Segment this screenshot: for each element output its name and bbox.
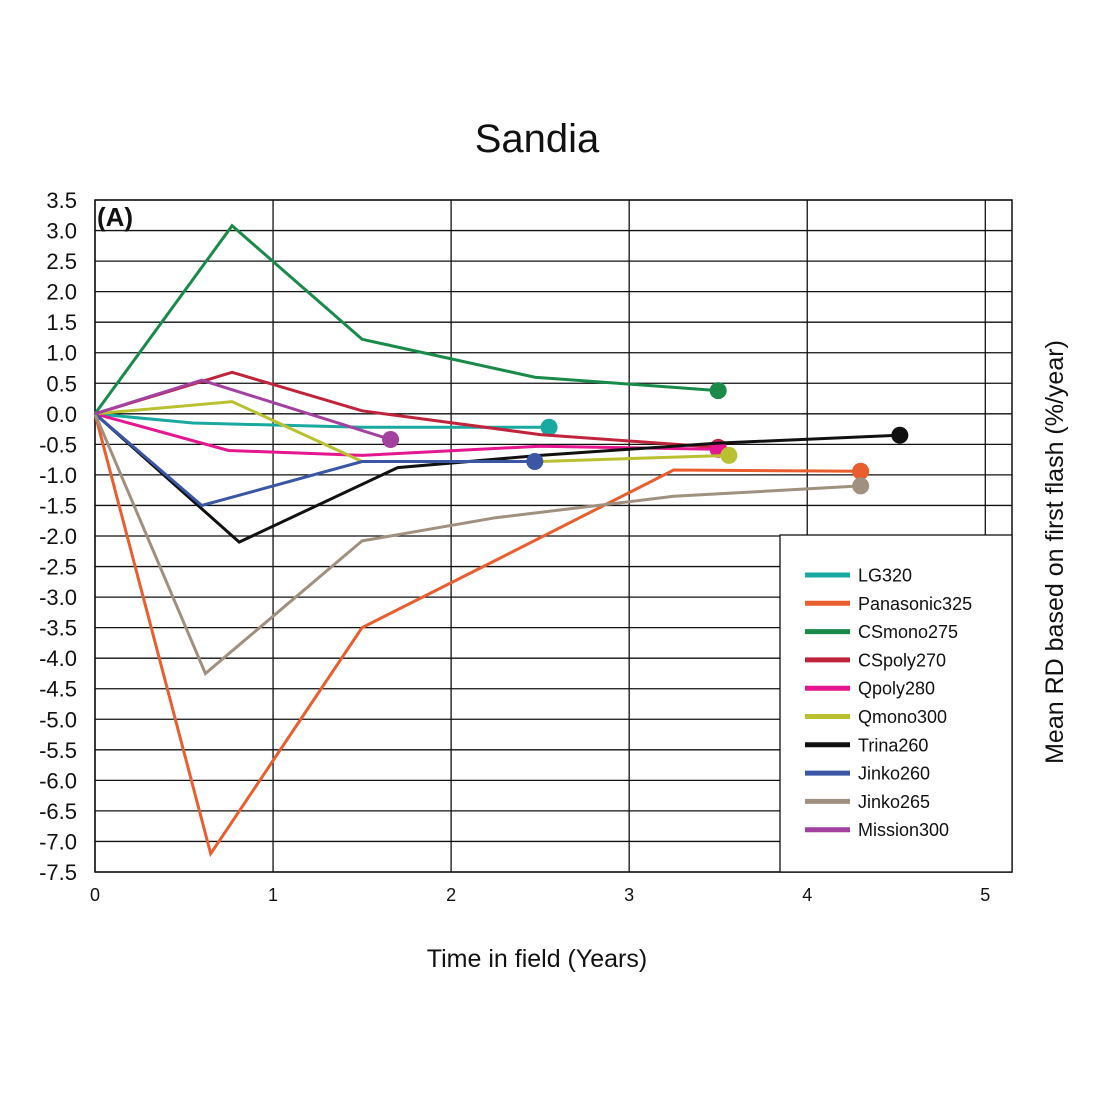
x-tick-label: 3 [624, 885, 634, 905]
y-tick-label: 1.5 [46, 310, 77, 335]
series-line-csmono275 [93, 223, 719, 415]
x-tick-label: 5 [980, 885, 990, 905]
y-tick-label: 3.5 [46, 188, 77, 213]
legend-label-lg320: LG320 [858, 566, 912, 586]
y-axis-label: Mean RD based on first flash (%/year) [1041, 340, 1069, 764]
series-lines [93, 223, 909, 858]
x-tick-label: 2 [446, 885, 456, 905]
legend-label-jinko265: Jinko265 [858, 792, 930, 812]
y-tick-label: -3.0 [39, 585, 77, 610]
legend-label-cspoly270: CSpoly270 [858, 650, 946, 670]
y-tick-label: 3.0 [46, 219, 77, 244]
y-tick-label: -2.5 [39, 555, 77, 580]
series-line-panasonic325 [93, 413, 861, 858]
y-tick-label: 1.0 [46, 341, 77, 366]
y-tick-label: 2.5 [46, 249, 77, 274]
legend-label-trina260: Trina260 [858, 735, 928, 755]
legend-label-csmono275: CSmono275 [858, 622, 958, 642]
series-end-marker-panasonic325 [852, 462, 870, 480]
series-line-qpoly280 [94, 412, 719, 457]
x-axis-label: Time in field (Years) [427, 945, 647, 973]
y-tick-label: 0.0 [46, 402, 77, 427]
y-tick-label: -6.0 [39, 768, 77, 793]
y-tick-label: -7.5 [39, 860, 77, 885]
y-tick-label: -1.0 [39, 463, 77, 488]
series-end-marker-lg320 [540, 418, 558, 436]
series-end-marker-jinko260 [526, 452, 544, 470]
x-tick-label: 1 [268, 885, 278, 905]
series-line-lg320 [94, 412, 549, 429]
panel-label: (A) [97, 202, 133, 232]
legend-label-mission300: Mission300 [858, 820, 949, 840]
series-end-marker-trina260 [891, 426, 909, 444]
series-end-marker-qmono300 [720, 446, 738, 464]
y-tick-label: -5.0 [39, 707, 77, 732]
y-tick-label: -1.5 [39, 493, 77, 518]
x-tick-label: 0 [90, 885, 100, 905]
x-tick-label: 4 [802, 885, 812, 905]
series-end-marker-csmono275 [709, 382, 727, 400]
y-tick-label: -7.0 [39, 829, 77, 854]
series-end-marker-jinko265 [852, 477, 870, 495]
y-tick-label: 0.5 [46, 371, 77, 396]
legend-box [779, 534, 1013, 873]
y-tick-label: -0.5 [39, 432, 77, 457]
legend-label-qpoly280: Qpoly280 [858, 679, 935, 699]
legend: LG320 Panasonic325 CSmono275 CSpoly270 Qpoly… [779, 534, 1013, 873]
legend-label-qmono300: Qmono300 [858, 707, 947, 727]
series-end-marker-mission300 [382, 430, 400, 448]
chart-title: Sandia [475, 117, 600, 161]
series-line-jinko260 [94, 412, 535, 508]
y-tick-label: -3.5 [39, 616, 77, 641]
y-tick-label: -4.5 [39, 677, 77, 702]
series-line-mission300 [94, 378, 392, 441]
y-tick-label: -6.5 [39, 799, 77, 824]
legend-label-panasonic325: Panasonic325 [858, 594, 972, 614]
y-tick-label: 2.0 [46, 280, 77, 305]
y-tick-label: -2.0 [39, 524, 77, 549]
series-line-trina260 [94, 412, 900, 544]
y-tick-label: -5.5 [39, 738, 77, 763]
legend-label-jinko260: Jinko260 [858, 764, 930, 784]
y-tick-label: -4.0 [39, 646, 77, 671]
series-line-jinko265 [93, 413, 861, 676]
